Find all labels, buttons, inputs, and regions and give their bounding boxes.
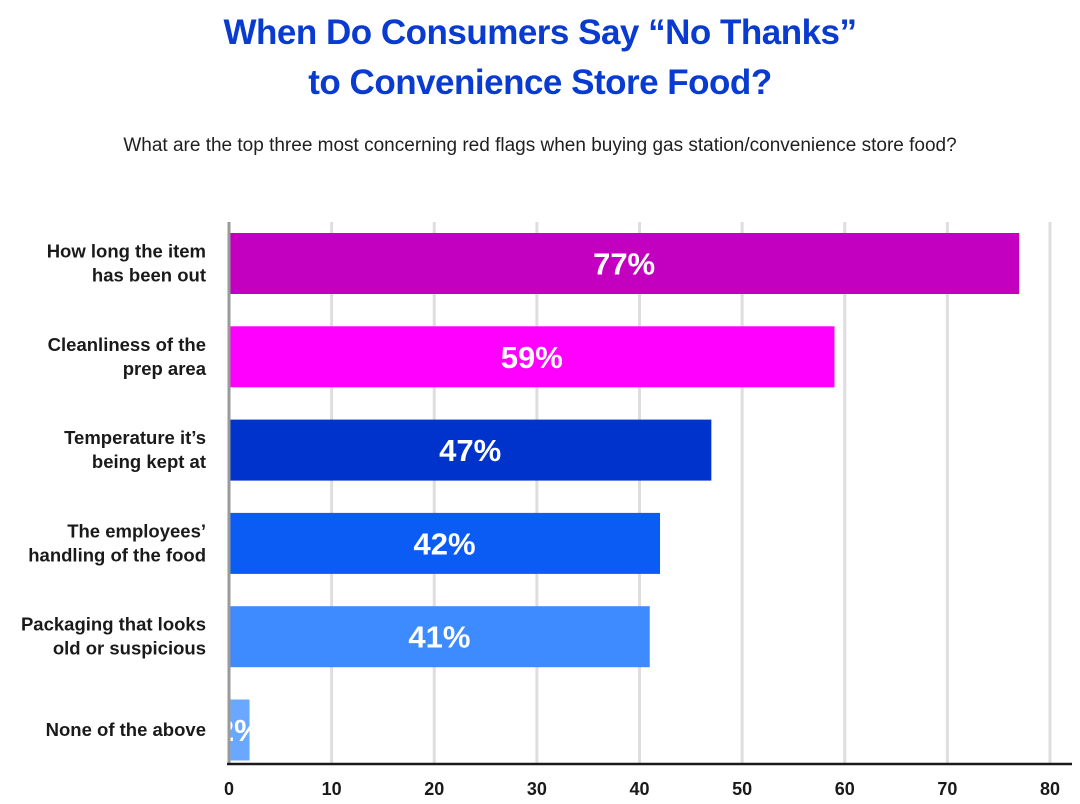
x-tick-label-0: 0 <box>224 779 234 799</box>
bar-value-label-5: 2% <box>217 713 262 748</box>
bar-value-label-2: 47% <box>439 433 501 468</box>
category-label-0-1: has been out <box>92 265 206 286</box>
chart-title-line-2: to Convenience Store Food? <box>308 63 772 102</box>
x-tick-label-20: 20 <box>424 779 444 799</box>
category-label-1-0: Cleanliness of the <box>48 334 206 355</box>
bar-2 <box>229 419 712 481</box>
bar-value-label-1: 59% <box>501 340 563 375</box>
x-tick-label-50: 50 <box>732 779 752 799</box>
category-label-1-1: prep area <box>123 358 207 379</box>
chart-title-line-1: When Do Consumers Say “No Thanks” <box>223 13 857 52</box>
category-label-3-1: handling of the food <box>28 544 206 565</box>
bar-value-label-0: 77% <box>593 247 655 282</box>
category-label-2-0: Temperature it’s <box>64 427 206 448</box>
x-tick-label-70: 70 <box>937 779 957 799</box>
x-tick-label-60: 60 <box>835 779 855 799</box>
bar-value-label-3: 42% <box>413 526 475 561</box>
x-tick-label-30: 30 <box>527 779 547 799</box>
category-label-0-0: How long the item <box>47 241 206 262</box>
category-label-4-0: Packaging that looks <box>21 614 206 635</box>
category-label-4-1: old or suspicious <box>53 638 206 659</box>
bar-5 <box>229 699 250 761</box>
x-tick-label-80: 80 <box>1040 779 1060 799</box>
bar-0 <box>229 233 1020 294</box>
x-tick-label-10: 10 <box>322 779 342 799</box>
chart-title: When Do Consumers Say “No Thanks” to Con… <box>0 8 1080 108</box>
bar-4 <box>229 606 650 668</box>
bar-1 <box>229 326 835 388</box>
chart-subtitle: What are the top three most concerning r… <box>123 135 957 156</box>
category-label-3-0: The employees’ <box>67 520 206 541</box>
category-label-2-1: being kept at <box>92 451 206 472</box>
category-label-5-0: None of the above <box>46 719 206 740</box>
x-tick-label-40: 40 <box>629 779 649 799</box>
bar-3 <box>229 512 661 574</box>
bar-value-label-4: 41% <box>408 620 470 655</box>
